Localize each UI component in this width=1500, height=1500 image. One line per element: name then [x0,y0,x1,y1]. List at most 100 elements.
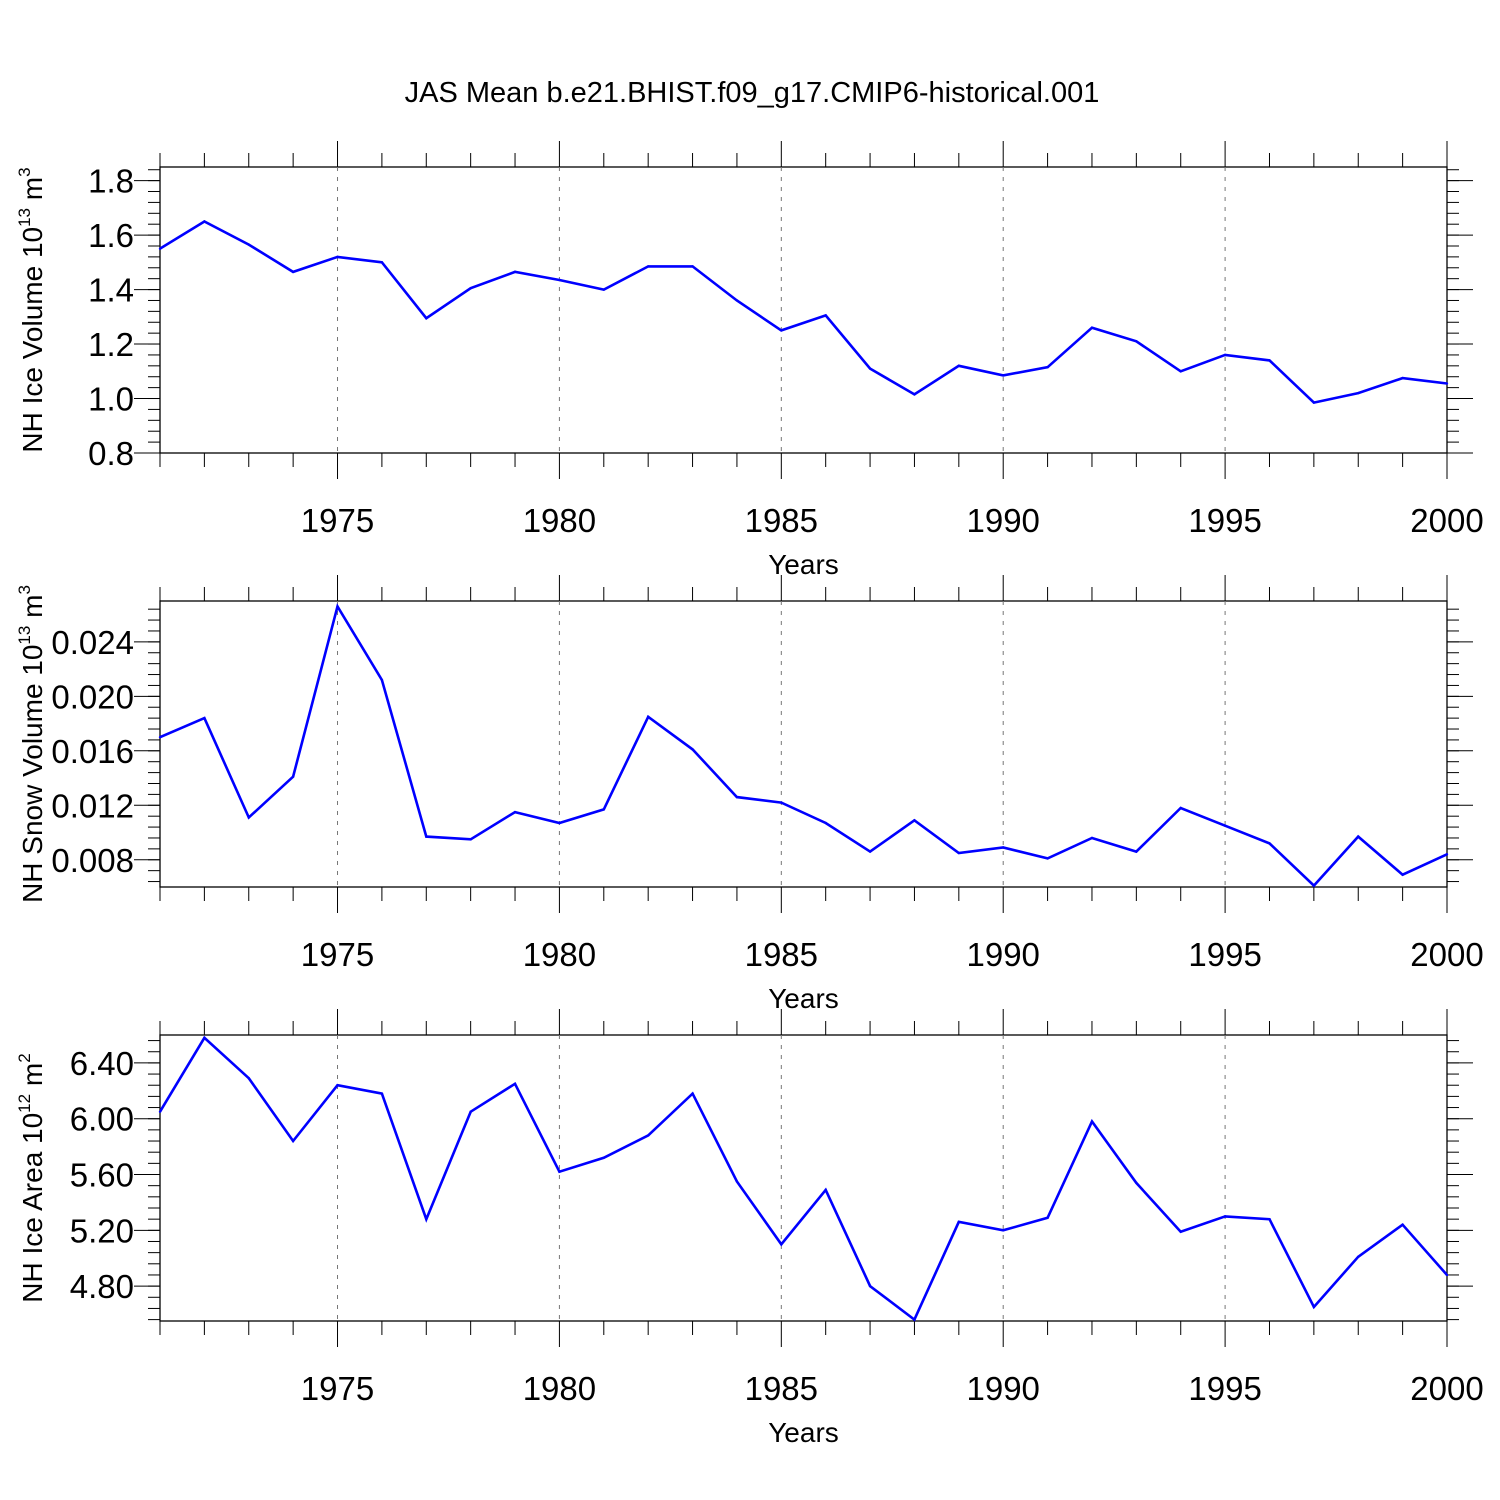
data-point [1223,353,1227,357]
y-axis-label-text: m [17,177,48,208]
data-point [247,1077,250,1080]
y-tick-label: 0.008 [51,842,134,879]
x-tick-label: 1985 [745,936,818,973]
data-point [1179,806,1182,810]
y-axis-label-text: NH Ice Volume 10 [17,227,48,453]
data-point [913,819,916,822]
data-point [1090,1120,1094,1123]
data-point [558,1170,561,1173]
data-point [646,1134,650,1137]
data-point [868,367,872,370]
series-line [160,603,1447,888]
data-point [1445,1273,1449,1277]
data-point [1268,1217,1271,1221]
data-point [336,255,339,259]
data-point [1002,1229,1005,1232]
x-tick-label: 1995 [1188,1370,1261,1407]
y-tick-label: 0.024 [51,624,134,661]
data-point [691,265,694,268]
data-point [558,821,561,825]
data-point [1002,374,1005,377]
data-point [868,1284,872,1288]
y-axis-label: NH Ice Volume 1013 m3 [15,167,48,452]
data-point [425,1217,428,1221]
x-tick-label: 1980 [523,502,596,539]
plot-frame [159,600,1448,888]
y-tick-label: 1.8 [88,163,134,200]
data-point [957,851,961,855]
data-point [824,821,827,825]
x-tick-label: 1980 [523,1370,596,1407]
data-point [425,316,428,320]
y-axis-label-superscript: 12 [15,1094,34,1113]
data-point [780,329,783,332]
data-point [203,716,206,720]
data-point [158,735,162,739]
data-point [868,850,872,853]
data-point [1179,370,1182,373]
data-point [203,220,206,223]
y-axis-label: NH Ice Area 1012 m2 [15,1053,48,1302]
y-tick-label: 0.020 [51,678,134,715]
x-tick-label: 1990 [966,502,1039,539]
data-point [735,1180,739,1183]
x-tick-label: 1990 [966,936,1039,973]
data-point [380,261,384,264]
x-tick-label: 1975 [301,936,374,973]
plot-frame [159,166,1448,454]
data-point [780,801,783,804]
data-point [380,678,384,682]
data-point [1357,391,1360,395]
data-point [291,775,295,778]
plot-panel-2: 0.008 0.012 0.016 0.020 0.024 1975 1980 1985 199… [15,575,1484,1014]
data-point [602,808,605,811]
data-point [469,287,472,290]
y-tick-label: 0.012 [51,787,134,824]
data-point [1445,382,1449,385]
data-point [646,715,650,718]
y-axis-label-text: m [17,1063,48,1094]
data-point [735,795,739,799]
data-point [247,816,250,819]
data-point [1135,1181,1138,1185]
data-point [1046,366,1049,369]
y-tick-label: 6.40 [70,1045,134,1082]
x-tick-label: 2000 [1410,502,1483,539]
y-tick-label: 0.016 [51,733,134,770]
data-point [913,393,916,396]
data-point [1268,359,1271,362]
data-point [1312,1305,1316,1309]
data-point [1090,326,1094,329]
y-tick-label: 4.80 [70,1268,134,1305]
data-point [1046,1216,1049,1219]
data-point [1223,1215,1227,1218]
data-point [158,1110,162,1113]
x-axis-label: Years [768,1417,839,1448]
data-point [291,270,295,274]
y-tick-label: 1.4 [88,272,134,309]
data-point [1312,401,1316,404]
y-axis-label-text: NH Snow Volume 10 [17,645,48,903]
data-point [602,288,605,291]
x-tick-label: 1980 [523,936,596,973]
x-tick-label: 2000 [1410,936,1483,973]
data-point [247,243,250,246]
data-point [336,1084,339,1087]
y-tick-label: 1.6 [88,217,134,254]
data-point [1268,842,1271,845]
x-axis-label: Years [768,549,839,580]
data-point [513,1082,517,1086]
x-tick-label: 1995 [1188,936,1261,973]
data-point [1046,857,1049,860]
y-tick-label: 1.2 [88,326,134,363]
data-point [336,605,339,608]
x-tick-label: 1985 [745,1370,818,1407]
y-tick-label: 5.60 [70,1157,134,1194]
data-point [1401,873,1404,876]
data-point [469,1110,472,1113]
x-axis-label: Years [768,983,839,1014]
y-tick-label: 6.00 [70,1101,134,1138]
data-point [558,278,561,282]
y-tick-label: 5.20 [70,1212,134,1249]
